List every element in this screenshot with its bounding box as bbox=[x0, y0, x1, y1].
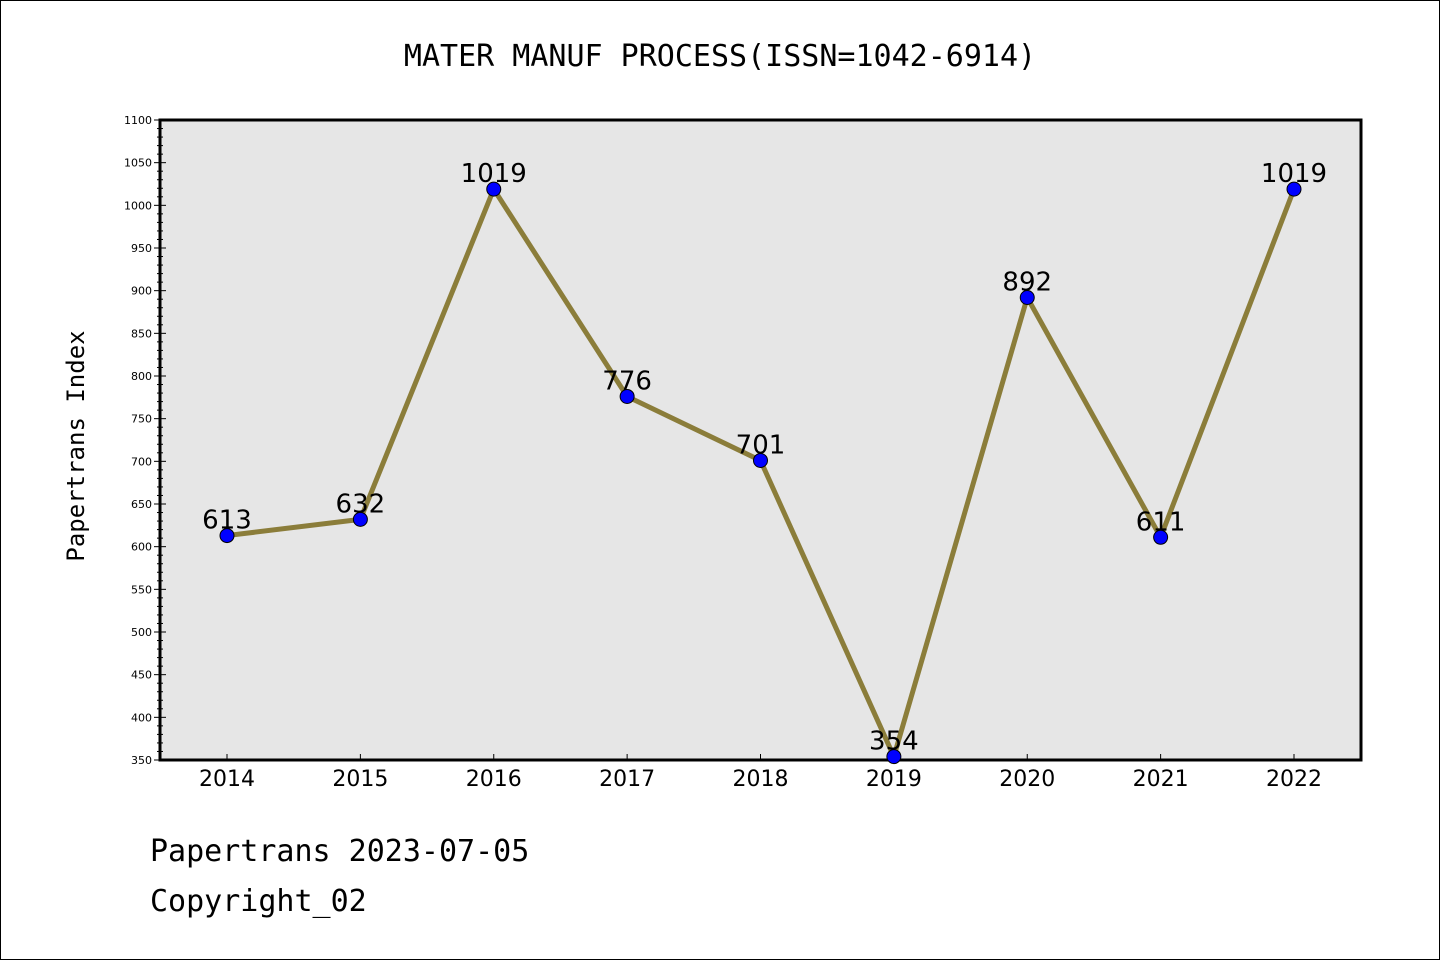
y-tick-label: 500 bbox=[131, 626, 152, 639]
x-tick-label: 2020 bbox=[999, 767, 1055, 792]
data-point-marker bbox=[619, 388, 635, 404]
y-axis-label: Papertrans Index bbox=[62, 330, 90, 561]
y-tick-label: 850 bbox=[131, 327, 152, 340]
data-label: 1019 bbox=[1261, 159, 1327, 189]
y-tick-label: 1100 bbox=[124, 114, 152, 127]
x-tick-label: 2022 bbox=[1266, 767, 1322, 792]
data-label: 776 bbox=[602, 366, 652, 396]
data-point-marker bbox=[1286, 181, 1302, 197]
footer-copyright-text: Copyright_02 bbox=[150, 884, 367, 919]
data-label: 354 bbox=[869, 727, 919, 757]
y-tick-label: 450 bbox=[131, 669, 152, 682]
y-tick-label: 800 bbox=[131, 370, 152, 383]
y-axis: 350 400 450 500 550 600 650 700 750 800 850 900 950 1… bbox=[124, 114, 166, 767]
y-tick-label: 900 bbox=[131, 285, 152, 298]
y-tick-label: 950 bbox=[131, 242, 152, 255]
data-point-marker bbox=[486, 181, 502, 197]
x-tick-label: 2018 bbox=[733, 767, 789, 792]
markers-group bbox=[219, 181, 1302, 765]
x-tick-label: 2017 bbox=[599, 767, 655, 792]
y-tick-label: 600 bbox=[131, 541, 152, 554]
x-tick-label: 2014 bbox=[199, 767, 255, 792]
data-label: 611 bbox=[1136, 507, 1186, 537]
data-label: 613 bbox=[202, 506, 252, 536]
x-tick-label: 2019 bbox=[866, 767, 922, 792]
chart-title: MATER MANUF PROCESS(ISSN=1042-6914) bbox=[404, 39, 1036, 74]
y-tick-label: 650 bbox=[131, 498, 152, 511]
data-point-marker bbox=[753, 452, 768, 468]
data-point-marker bbox=[1153, 529, 1169, 545]
y-tick-label: 400 bbox=[131, 711, 152, 724]
y-tick-label: 550 bbox=[131, 583, 152, 596]
data-point-marker bbox=[886, 749, 902, 765]
plot-area bbox=[158, 118, 1363, 762]
data-label: 892 bbox=[1002, 267, 1052, 297]
y-tick-label: 1000 bbox=[124, 199, 152, 212]
x-tick-label: 2016 bbox=[466, 767, 522, 792]
y-tick-label: 700 bbox=[131, 455, 152, 468]
data-label: 632 bbox=[336, 489, 386, 519]
data-label: 701 bbox=[736, 430, 786, 460]
y-tick-label: 1050 bbox=[124, 157, 152, 170]
x-tick-label: 2015 bbox=[332, 767, 388, 792]
x-tick-label: 2021 bbox=[1133, 767, 1189, 792]
y-tick-label: 350 bbox=[131, 754, 152, 767]
data-point-marker bbox=[219, 528, 235, 544]
data-labels-group: 613 632 1019 776 701 354 892 611 1019 bbox=[202, 159, 1327, 756]
data-point-marker bbox=[352, 511, 368, 527]
data-point-marker bbox=[1019, 289, 1035, 305]
data-label: 1019 bbox=[461, 159, 527, 189]
x-axis: 2014 2015 2016 2017 2018 2019 2020 2021 2022 bbox=[199, 754, 1322, 792]
footer-date-text: Papertrans 2023-07-05 bbox=[150, 834, 530, 869]
y-tick-label: 750 bbox=[131, 413, 152, 426]
